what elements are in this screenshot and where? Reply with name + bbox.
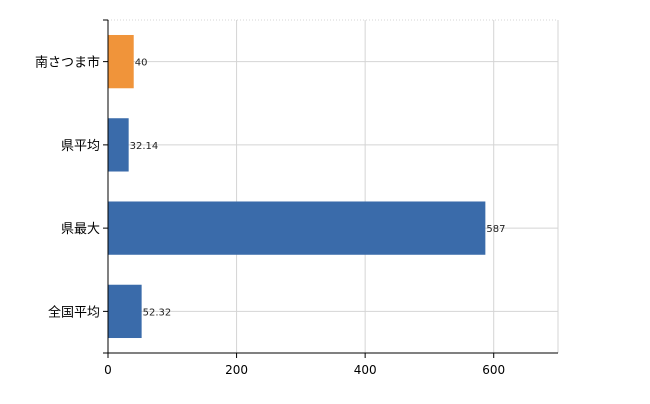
bars-layer — [108, 34, 486, 339]
data-label: 52.32 — [143, 307, 172, 318]
data-label: 32.14 — [130, 141, 159, 152]
x-tick-label: 200 — [225, 363, 248, 377]
bar — [108, 34, 134, 89]
x-tick-label: 400 — [354, 363, 377, 377]
x-tick-label: 0 — [104, 363, 112, 377]
data-label: 587 — [486, 224, 505, 235]
bar — [108, 118, 129, 172]
y-tick-label: 南さつま市 — [35, 55, 100, 71]
axis-layer — [103, 19, 558, 358]
grid-layer — [108, 19, 559, 353]
bar — [108, 284, 142, 339]
y-tick-label: 全国平均 — [48, 304, 100, 320]
y-tick-label: 県最大 — [61, 222, 100, 237]
data-label: 40 — [135, 58, 148, 69]
x-tick-label: 600 — [482, 363, 505, 377]
y-tick-label: 県平均 — [61, 139, 100, 154]
bar — [108, 201, 486, 255]
labels-layer: 0 200 400 600 南さつま市 40 県平均 32.14 県最大 587 全国平均 52.32 — [35, 55, 505, 377]
